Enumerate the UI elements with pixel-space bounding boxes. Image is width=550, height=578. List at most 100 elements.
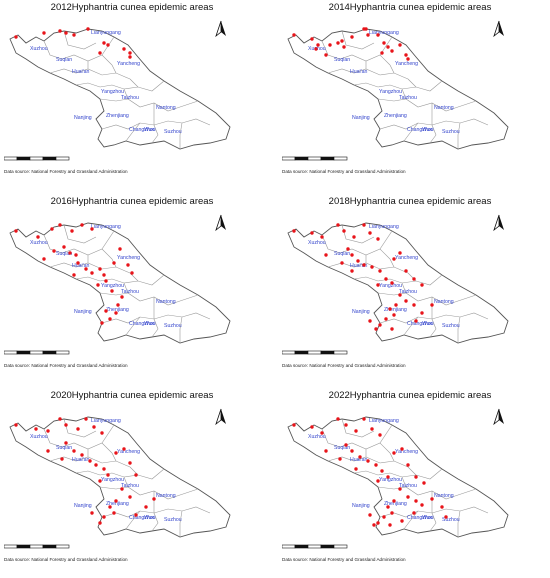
epidemic-point [368, 319, 372, 323]
epidemic-point [104, 279, 108, 283]
province-boundary [287, 416, 509, 538]
epidemic-point [76, 261, 80, 265]
county-boundary [379, 312, 489, 324]
epidemic-point [292, 229, 296, 233]
epidemic-point [380, 51, 384, 55]
epidemic-point [80, 223, 84, 227]
jiangsu-map: LianyungangXuzhouSuqianYanchengHuai'anYa… [9, 416, 231, 538]
epidemic-point [102, 467, 106, 471]
epidemic-point [72, 273, 76, 277]
county-boundary [63, 224, 97, 244]
epidemic-point [390, 281, 394, 285]
epidemic-point [292, 33, 296, 37]
epidemic-point [98, 51, 102, 55]
county-boundary [379, 230, 393, 250]
epidemic-point [112, 511, 116, 515]
province-boundary [9, 416, 231, 538]
county-boundary [43, 40, 113, 66]
epidemic-point [338, 457, 342, 461]
epidemic-point [390, 511, 394, 515]
county-boundary [377, 98, 477, 112]
epidemic-point [404, 53, 408, 57]
jiangsu-map: LianyungangXuzhouSuqianYanchengHuai'anYa… [9, 222, 231, 344]
epidemic-point [46, 449, 50, 453]
city-label: Changzhou [129, 127, 156, 133]
city-label: Wuxi [422, 515, 433, 521]
city-label: Nantong [434, 493, 454, 499]
epidemic-point [392, 499, 396, 503]
city-label: Suzhou [164, 517, 182, 523]
epidemic-point [412, 511, 416, 515]
county-boundary [179, 122, 183, 149]
epidemic-point [392, 257, 396, 261]
city-label: Nantong [156, 493, 176, 499]
epidemic-point [62, 245, 66, 249]
epidemic-point [88, 459, 92, 463]
epidemic-point [100, 321, 104, 325]
city-label: Suzhou [442, 517, 460, 523]
epidemic-point [98, 479, 102, 483]
epidemic-point [106, 473, 110, 477]
epidemic-point [414, 499, 418, 503]
jiangsu-map: LianyungangXuzhouSuqianYanchengHuai'anYa… [9, 27, 231, 150]
city-label: Taizhou [399, 95, 417, 101]
epidemic-point [64, 31, 68, 35]
county-boundary [379, 506, 489, 518]
county-boundary [123, 282, 129, 294]
data-source-note: Data source: National Forestry and Grass… [282, 557, 406, 562]
province-boundary [9, 28, 231, 150]
epidemic-point [72, 33, 76, 37]
epidemic-point [42, 257, 46, 261]
epidemic-point [80, 453, 84, 457]
epidemic-point [350, 449, 354, 453]
county-boundary [389, 258, 395, 268]
epidemic-point [414, 319, 418, 323]
epidemic-point [420, 503, 424, 507]
epidemic-point [114, 451, 118, 455]
epidemic-point [386, 505, 390, 509]
county-boundary [75, 274, 165, 286]
city-label: Nantong [156, 299, 176, 305]
jiangsu-map: LianyungangXuzhouSuqianYanchengHuai'anYa… [287, 27, 509, 150]
north-arrow-icon [493, 20, 504, 38]
city-label: Taizhou [399, 289, 417, 295]
epidemic-point [64, 423, 68, 427]
epidemic-point [120, 295, 124, 299]
epidemic-point [50, 227, 54, 231]
city-label: Huai'an [350, 457, 368, 463]
county-boundary [407, 78, 417, 88]
epidemic-point [144, 505, 148, 509]
city-label: Yangzhou [101, 283, 124, 289]
county-boundary [49, 262, 131, 274]
epidemic-point [122, 447, 126, 451]
epidemic-point [320, 431, 324, 435]
county-boundary [401, 88, 407, 100]
county-boundary [129, 78, 139, 88]
epidemic-point [394, 303, 398, 307]
city-label: Changzhou [407, 515, 434, 521]
county-boundary [99, 292, 199, 306]
epidemic-point [134, 513, 138, 517]
epidemic-point [374, 327, 378, 331]
epidemic-point [58, 223, 62, 227]
epidemic-point [368, 231, 372, 235]
epidemic-point [378, 323, 382, 327]
city-label: Changzhou [129, 321, 156, 327]
epidemic-point [400, 519, 404, 523]
epidemic-point [382, 515, 386, 519]
county-boundary [457, 122, 461, 149]
epidemic-point [406, 495, 410, 499]
epidemic-point [422, 481, 426, 485]
epidemic-point [398, 43, 402, 47]
city-label: Suqian [56, 57, 72, 63]
epidemic-point [382, 41, 386, 45]
epidemic-point [108, 505, 112, 509]
city-label: Huai'an [72, 69, 90, 75]
epidemic-point [370, 265, 374, 269]
county-boundary [457, 510, 461, 537]
epidemic-point [366, 459, 370, 463]
city-label: Lianyungang [91, 224, 121, 230]
county-boundary [101, 230, 115, 250]
epidemic-point [316, 43, 320, 47]
